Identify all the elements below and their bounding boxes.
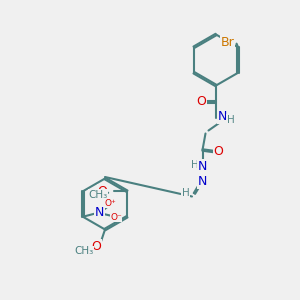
Text: H: H [191,160,199,170]
Text: CH₃: CH₃ [74,246,94,256]
Text: O: O [214,145,223,158]
Text: H: H [226,115,234,125]
Text: N: N [218,110,227,124]
Text: H: H [182,188,189,198]
Text: O⁺: O⁺ [105,199,116,208]
Text: Br: Br [221,36,235,49]
Text: O⁻: O⁻ [110,213,122,222]
Text: O: O [92,239,101,253]
Text: O: O [98,185,108,198]
Text: O: O [196,95,206,109]
Text: N: N [95,206,104,219]
Text: CH₃: CH₃ [88,190,108,200]
Text: N: N [198,175,207,188]
Text: N: N [198,160,207,173]
